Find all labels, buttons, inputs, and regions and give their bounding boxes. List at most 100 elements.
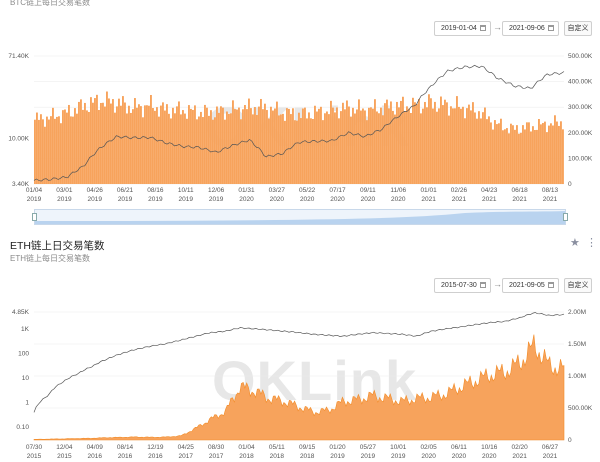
btc-bar [148,105,150,184]
eth-x-tick-year: 2019 [330,453,345,460]
btc-bar [524,129,526,184]
btc-bar [212,119,214,184]
btc-bar [560,121,562,184]
btc-bar [294,120,296,184]
btc-start-date-input[interactable]: 2019-01-04 [434,21,491,36]
btc-bar [416,104,418,184]
btc-bar [282,113,284,184]
btc-bar [492,129,494,184]
btc-x-tick-year: 2019 [118,196,133,203]
btc-bar [404,111,406,184]
btc-x-tick-year: 2019 [179,196,194,203]
navigator-right-handle[interactable] [563,213,568,221]
navigator-left-handle[interactable] [32,213,37,221]
btc-x-tick-label: 07/17 [329,187,346,194]
btc-bar [512,125,514,184]
btc-right-tick-label: 200.00K [568,130,593,137]
btc-bar [68,104,70,184]
star-icon[interactable]: ★ [570,237,580,249]
btc-x-tick-label: 06/21 [117,187,134,194]
btc-bar [462,106,464,184]
eth-x-tick-label: 01/04 [238,444,255,451]
btc-bar [466,108,468,184]
btc-bar [206,107,208,184]
btc-bar [82,109,84,184]
btc-bar [528,122,530,184]
btc-range-navigator[interactable] [32,209,568,225]
btc-bar [434,101,436,184]
btc-chart-subtitle: BTC链上每日交易笔数 [10,0,90,7]
eth-end-date-input[interactable]: 2021-09-05 [502,278,559,293]
btc-bar [342,102,344,184]
btc-bar [242,109,244,184]
eth-left-tick-label: 1 [25,400,29,407]
eth-x-tick-label: 10/01 [390,444,407,451]
eth-x-tick-label: 08/14 [117,444,134,451]
btc-bar [74,108,76,184]
btc-x-tick-year: 2019 [27,196,42,203]
btc-x-tick-year: 2021 [543,196,558,203]
btc-bar [370,107,372,184]
calendar-icon [548,25,554,31]
btc-bar [248,98,250,184]
btc-bar [198,116,200,184]
arrow-right-icon: → [493,279,502,289]
btc-bar [204,104,206,184]
btc-start-date-value: 2019-01-04 [441,25,477,32]
eth-right-axis: 2.00M 1.50M 1.00M 500.00K 0 [568,309,593,444]
btc-bar [514,129,516,184]
btc-x-tick-year: 2020 [361,196,376,203]
btc-bar [396,101,398,184]
btc-bar [162,102,164,184]
btc-bar [102,102,104,184]
btc-bar [96,94,98,184]
eth-start-date-input[interactable]: 2015-07-30 [434,278,491,293]
btc-bar [438,108,440,184]
btc-custom-range-button[interactable]: 自定义 [564,21,592,36]
more-vertical-icon[interactable]: ⋮ [586,237,597,249]
btc-bar [454,108,456,184]
btc-end-date-input[interactable]: 2021-09-06 [502,21,559,36]
btc-x-tick-year: 2021 [421,196,436,203]
btc-bar [522,125,524,184]
btc-bar [302,108,304,184]
btc-bar [450,106,452,184]
btc-bar [126,113,128,184]
eth-x-tick-year: 2015 [27,453,42,460]
eth-custom-range-button[interactable]: 自定义 [564,278,592,293]
btc-bar [376,111,378,184]
btc-bar [252,114,254,184]
eth-x-tick-year: 2018 [239,453,254,460]
btc-bar [236,109,238,184]
btc-bar [316,111,318,184]
btc-bar [288,108,290,184]
btc-end-date-value: 2021-09-06 [509,25,545,32]
btc-bar [142,117,144,184]
eth-chart-title: ETH链上日交易笔数 [10,240,105,252]
eth-x-tick-label: 04/25 [178,444,195,451]
btc-bar [356,109,358,184]
btc-bar [190,108,192,184]
eth-right-tick-label: 1.00M [568,373,586,380]
btc-bar [308,112,310,184]
btc-bar [490,122,492,184]
btc-navigator-area [35,211,565,224]
btc-bar [452,108,454,184]
btc-bar [336,107,338,184]
btc-bar [424,101,426,184]
btc-bar [90,97,92,184]
eth-x-tick-label: 06/11 [451,444,467,451]
btc-bar [312,119,314,184]
btc-bar [304,107,306,184]
eth-x-tick-year: 2016 [87,453,102,460]
btc-right-axis: 500.00K 400.00K 300.00K 200.00K 100.00K 0 [568,53,593,188]
btc-bar [428,94,430,184]
btc-bar [444,99,446,184]
btc-bar [470,110,472,184]
btc-x-tick-label: 01/04 [26,187,43,194]
btc-bar [506,128,508,184]
btc-bar [260,98,262,184]
calendar-icon [480,25,486,31]
btc-bar [388,108,390,184]
btc-bar [458,106,460,184]
